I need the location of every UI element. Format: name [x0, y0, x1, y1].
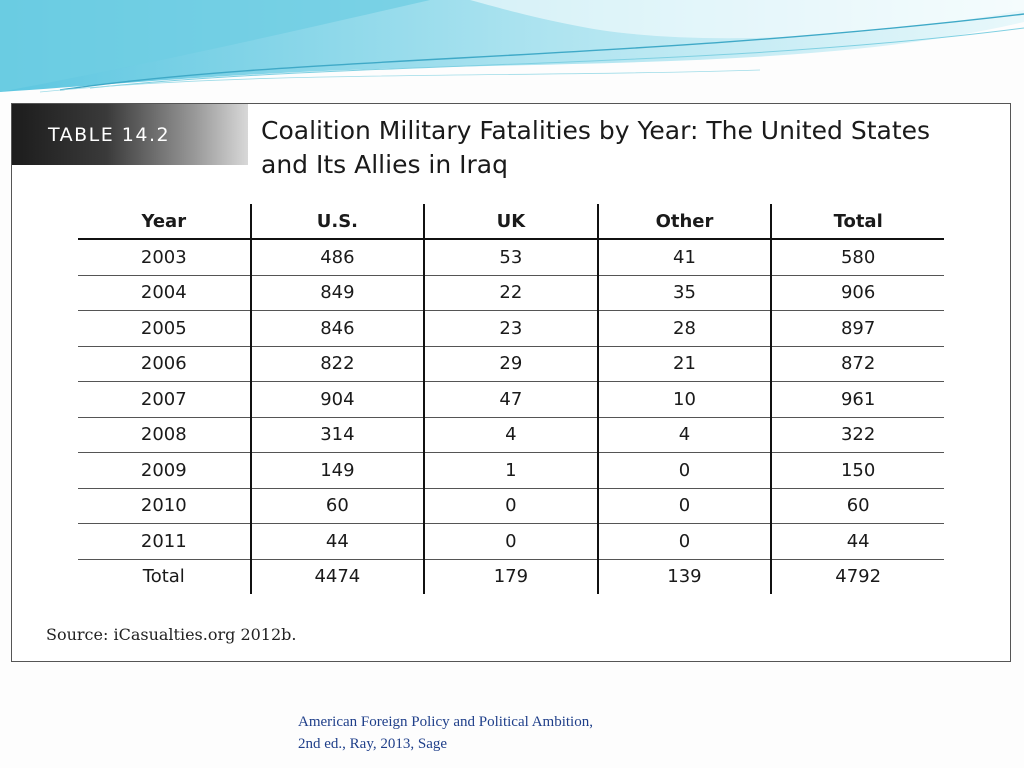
cell-us: 314 [249, 417, 425, 453]
cell-total: 906 [770, 275, 944, 311]
cell-total: 580 [770, 239, 944, 276]
cell-us: 149 [249, 452, 425, 489]
cell-us: 846 [249, 310, 425, 347]
cell-uk: 4 [423, 417, 598, 453]
table-header-row: Year U.S. UK Other Total [78, 204, 944, 240]
cell-us: 4474 [249, 559, 425, 594]
header-wave-decoration [0, 0, 1024, 93]
cell-uk: 179 [423, 559, 598, 594]
cell-uk: 47 [423, 381, 598, 418]
cell-us: 486 [249, 239, 425, 276]
cell-uk: 0 [423, 488, 598, 524]
cell-uk: 23 [423, 310, 598, 347]
source-note: Source: iCasualties.org 2012b. [46, 625, 297, 644]
cell-other: 139 [596, 559, 772, 594]
table-row: 2007 904 47 10 961 [78, 381, 944, 418]
cell-us: 849 [249, 275, 425, 311]
cell-year: 2008 [78, 417, 251, 453]
cell-year: 2003 [78, 239, 251, 276]
cell-other: 0 [596, 452, 772, 489]
cell-other: 10 [596, 381, 772, 418]
cell-other: 4 [596, 417, 772, 453]
citation: American Foreign Policy and Political Am… [298, 711, 593, 755]
cell-other: 28 [596, 310, 772, 347]
cell-other: 0 [596, 523, 772, 560]
cell-year: 2009 [78, 452, 251, 489]
cell-total: 897 [770, 310, 944, 347]
cell-us: 60 [249, 488, 425, 524]
cell-year: 2004 [78, 275, 251, 311]
table-row: 2010 60 0 0 60 [78, 488, 944, 524]
citation-line-1: American Foreign Policy and Political Am… [298, 714, 593, 730]
cell-total: 322 [770, 417, 944, 453]
header-us: U.S. [249, 204, 425, 240]
cell-other: 41 [596, 239, 772, 276]
cell-year: 2010 [78, 488, 251, 524]
fatalities-table: Year U.S. UK Other Total 2003 486 53 41 … [78, 204, 944, 594]
cell-other: 35 [596, 275, 772, 311]
cell-us: 44 [249, 523, 425, 560]
header-year: Year [78, 204, 251, 240]
cell-other: 21 [596, 346, 772, 382]
table-row: 2006 822 29 21 872 [78, 346, 944, 382]
cell-year: 2006 [78, 346, 251, 382]
table-row: 2004 849 22 35 906 [78, 275, 944, 311]
cell-total: 60 [770, 488, 944, 524]
cell-year: 2011 [78, 523, 251, 560]
cell-uk: 29 [423, 346, 598, 382]
table-row: 2005 846 23 28 897 [78, 310, 944, 347]
cell-year: 2007 [78, 381, 251, 418]
cell-year: 2005 [78, 310, 251, 347]
table-row: 2011 44 0 0 44 [78, 523, 944, 560]
cell-us: 904 [249, 381, 425, 418]
cell-total: 150 [770, 452, 944, 489]
cell-uk: 0 [423, 523, 598, 560]
table-title: Coalition Military Fatalities by Year: T… [261, 116, 931, 179]
header-other: Other [596, 204, 772, 240]
cell-total: 961 [770, 381, 944, 418]
table-row: 2008 314 4 4 322 [78, 417, 944, 453]
header-total: Total [770, 204, 944, 240]
cell-uk: 1 [423, 452, 598, 489]
table-total-row: Total 4474 179 139 4792 [78, 559, 944, 594]
header-uk: UK [423, 204, 598, 240]
cell-total: 4792 [770, 559, 944, 594]
cell-uk: 22 [423, 275, 598, 311]
cell-year: Total [142, 566, 185, 588]
cell-other: 0 [596, 488, 772, 524]
cell-us: 822 [249, 346, 425, 382]
table-row: 2009 149 1 0 150 [78, 452, 944, 489]
table-label: TABLE 14.2 [12, 104, 248, 165]
table-frame: TABLE 14.2 Coalition Military Fatalities… [11, 103, 1011, 662]
cell-total: 872 [770, 346, 944, 382]
cell-total: 44 [770, 523, 944, 560]
cell-uk: 53 [423, 239, 598, 276]
citation-line-2: 2nd ed., Ray, 2013, Sage [298, 736, 448, 752]
table-row: 2003 486 53 41 580 [78, 239, 944, 276]
